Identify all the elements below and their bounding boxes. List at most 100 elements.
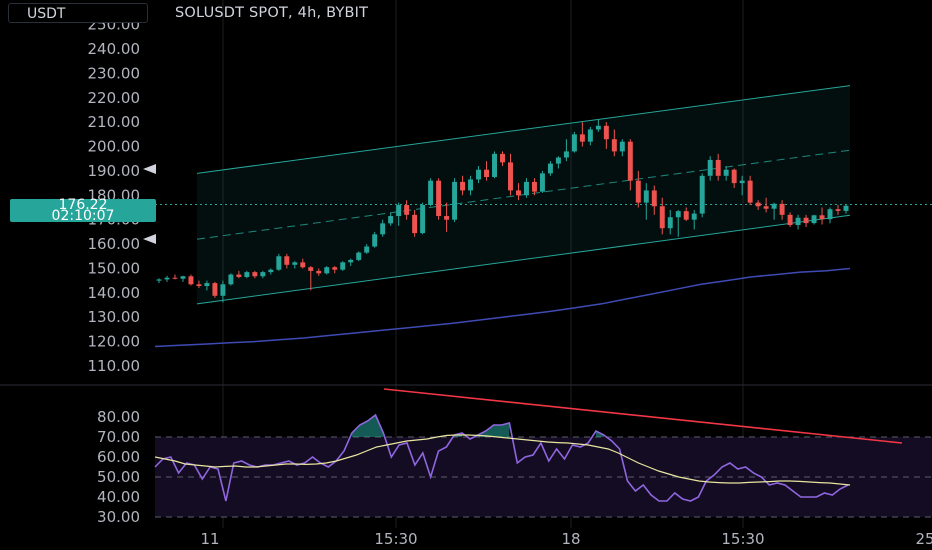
price-tick-label: 190.00: [88, 162, 141, 180]
candle-body: [795, 217, 801, 226]
candle-body: [771, 203, 777, 209]
candle-body: [412, 214, 418, 234]
price-tick-label: 130.00: [88, 308, 141, 326]
candle-body: [196, 284, 202, 287]
candle-body: [500, 153, 505, 163]
candle-body: [324, 267, 330, 274]
time-tick-label: 18: [561, 530, 580, 548]
candle-body: [244, 272, 250, 277]
candle-body: [531, 181, 537, 192]
candle-body: [372, 234, 378, 247]
candle-body: [683, 211, 689, 220]
currency-selector[interactable]: USDT: [8, 3, 148, 23]
candle-body: [180, 276, 186, 279]
price-tick-label: 240.00: [88, 40, 141, 58]
candle-body: [763, 206, 769, 209]
candle-body: [212, 283, 218, 296]
candle-body: [739, 180, 745, 184]
rsi-trendline: [383, 388, 903, 444]
candle-body: [819, 215, 825, 220]
ma-long-line: [154, 267, 851, 348]
channel-lower-marker-icon: [143, 234, 156, 244]
chart-title: SOLUSDT SPOT, 4h, BYBIT: [175, 5, 369, 21]
price-tick-label: 210.00: [88, 113, 141, 131]
candle-body: [563, 151, 569, 158]
price-tick-label: 200.00: [88, 138, 141, 156]
candle-body: [276, 256, 282, 270]
time-tick-label: 25: [915, 530, 932, 548]
candle-body: [156, 279, 162, 281]
candle-body: [356, 252, 362, 260]
candle-body: [388, 216, 394, 224]
time-tick-label: 15:30: [721, 530, 764, 548]
last-price-label: 176.22 02:10:07: [10, 198, 156, 224]
candle-body: [651, 190, 657, 207]
rsi-tick-label: 60.00: [97, 448, 140, 466]
candle-body: [571, 134, 577, 152]
candle-body: [835, 209, 841, 211]
rsi-tick-label: 80.00: [97, 408, 140, 426]
candle-body: [539, 173, 545, 192]
price-tick-label: 140.00: [88, 284, 141, 302]
bar-countdown: 02:10:07: [51, 208, 115, 224]
candle-body: [691, 213, 697, 220]
regression-channel[interactable]: [155, 85, 932, 305]
candle-body: [579, 134, 585, 142]
rsi-tick-label: 50.00: [97, 468, 140, 486]
candle-body: [476, 169, 482, 180]
candle-body: [508, 162, 513, 191]
candle-body: [340, 262, 346, 270]
candle-body: [827, 209, 833, 220]
candle-body: [348, 259, 354, 263]
candle-body: [364, 246, 370, 253]
ma-long-layer: [154, 267, 851, 348]
candle-body: [204, 283, 210, 287]
candle-body: [627, 141, 633, 181]
candle-body: [188, 276, 194, 285]
price-tick-label: 160.00: [88, 235, 141, 253]
candle-body: [731, 169, 737, 184]
candle-body: [316, 270, 322, 274]
time-tick-label: 11: [200, 530, 219, 548]
candle-body: [332, 267, 338, 270]
candle-body: [667, 217, 673, 229]
rsi-overbought-fill: [351, 415, 384, 437]
price-tick-label: 230.00: [88, 64, 141, 82]
candle-body: [803, 217, 809, 224]
candle-body: [260, 272, 266, 277]
candle-body: [172, 277, 178, 279]
candle-body: [300, 262, 306, 268]
candle-body: [284, 256, 290, 265]
candle-body: [523, 181, 529, 196]
price-tick-label: 120.00: [88, 333, 141, 351]
rsi-panel: [154, 388, 903, 502]
currency-label: USDT: [27, 6, 66, 22]
time-tick-label: 15:30: [374, 530, 417, 548]
rsi-tick-label: 40.00: [97, 488, 140, 506]
candle-body: [715, 159, 721, 176]
candle-body: [699, 175, 705, 214]
candle-body: [635, 180, 641, 203]
candle-body: [268, 269, 274, 273]
candle-body: [787, 214, 793, 226]
candle-body: [228, 274, 234, 285]
candle-body: [619, 141, 625, 152]
candle-body: [444, 216, 450, 220]
price-tick-label: 220.00: [88, 89, 141, 107]
candle-body: [164, 277, 170, 280]
candle-body: [492, 153, 497, 178]
rsi-tick-label: 70.00: [97, 428, 140, 446]
candle-body: [603, 125, 609, 140]
candle-body: [555, 157, 561, 164]
price-tick-label: 150.00: [88, 259, 141, 277]
candle-body: [308, 267, 314, 271]
candle-body: [516, 190, 521, 196]
candle-body: [484, 169, 489, 178]
candle-body: [236, 274, 242, 277]
candle-body: [420, 205, 426, 234]
candle-body: [380, 223, 386, 235]
rsi-ma-line: [154, 434, 851, 486]
candle-body: [643, 190, 649, 203]
candle-body: [547, 163, 553, 174]
